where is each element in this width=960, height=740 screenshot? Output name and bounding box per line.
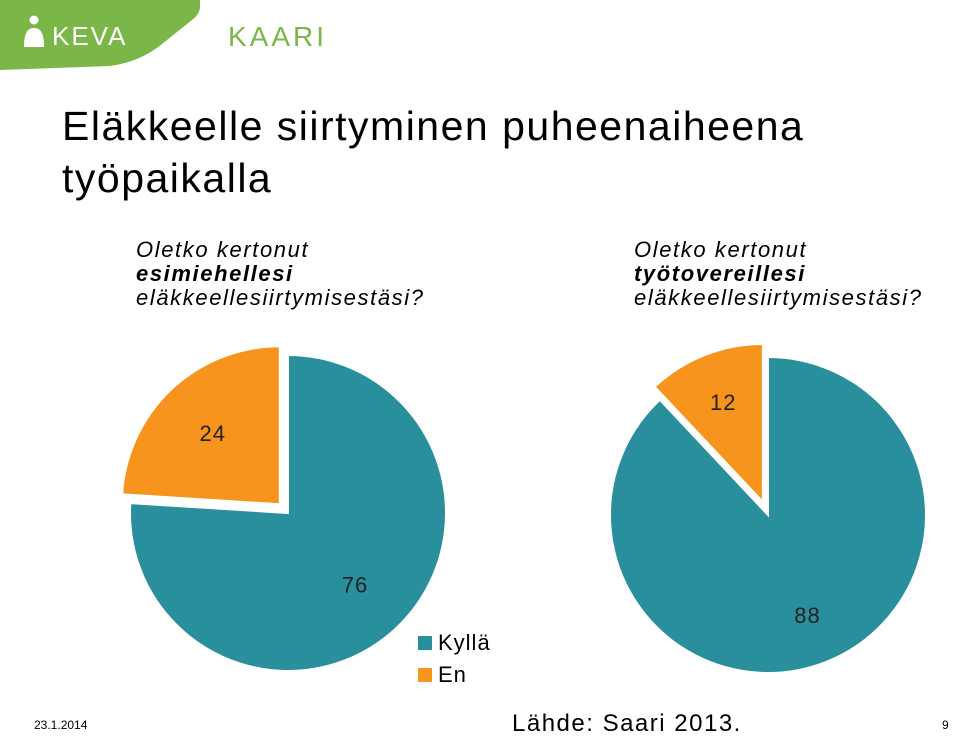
legend-swatch-kylla	[418, 636, 432, 650]
pie-chart-tyotoverit: 88 12	[609, 342, 927, 674]
pie-slice-esimies-en	[121, 345, 281, 506]
chart-2-question-line-3: eläkkeellesiirtymisestäsi?	[634, 285, 923, 310]
pie-slice-tyotoverit-en	[653, 342, 764, 505]
legend: Kyllä En	[418, 627, 491, 691]
chart-1-question-line-1: Oletko kertonut	[136, 237, 310, 262]
legend-label-en: En	[438, 662, 467, 687]
page-title-line-2: työpaikalla	[62, 155, 273, 201]
pie-slice-esimies-kylla	[129, 353, 447, 672]
page-title-line-1: Eläkkeelle siirtyminen puheenaiheena	[62, 103, 805, 149]
pie-label-tyotoverit-en: 12	[710, 390, 736, 415]
chart-2-question: Oletko kertonut työtovereillesi eläkkeel…	[634, 238, 923, 310]
logo-band-green-shape	[0, 0, 200, 70]
legend-item-en: En	[418, 659, 491, 691]
logo-band: KEVA KAARI	[0, 0, 327, 70]
footer-date: 23.1.2014	[34, 718, 88, 732]
legend-item-kylla: Kyllä	[418, 627, 491, 659]
keva-logo: KEVA	[24, 15, 127, 51]
chart-1-question-line-2: esimiehellesi	[136, 261, 294, 286]
kaari-logo-text: KAARI	[228, 21, 327, 52]
pie-label-esimies-kylla: 76	[342, 572, 368, 597]
chart-2-question-line-1: Oletko kertonut	[634, 237, 808, 262]
keva-logo-text: KEVA	[52, 21, 127, 51]
pie-slice-tyotoverit-kylla	[609, 355, 927, 674]
pie-label-tyotoverit-kylla: 88	[794, 603, 820, 628]
legend-label-kylla: Kyllä	[438, 630, 491, 655]
footer-source: Lähde: Saari 2013.	[512, 710, 742, 737]
keva-logo-head-icon	[29, 15, 39, 25]
chart-2-question-line-2: työtovereillesi	[634, 261, 806, 286]
chart-1-question: Oletko kertonut esimiehellesi eläkkeelle…	[136, 238, 425, 310]
page-title: Eläkkeelle siirtyminen puheenaiheena työ…	[62, 100, 804, 204]
keva-logo-body-icon	[24, 28, 44, 47]
page-number: 9	[942, 718, 949, 732]
pie-label-esimies-en: 24	[199, 421, 225, 446]
chart-1-question-line-3: eläkkeellesiirtymisestäsi?	[136, 285, 425, 310]
legend-swatch-en	[418, 668, 432, 682]
pie-chart-esimies: 76 24	[121, 345, 447, 672]
